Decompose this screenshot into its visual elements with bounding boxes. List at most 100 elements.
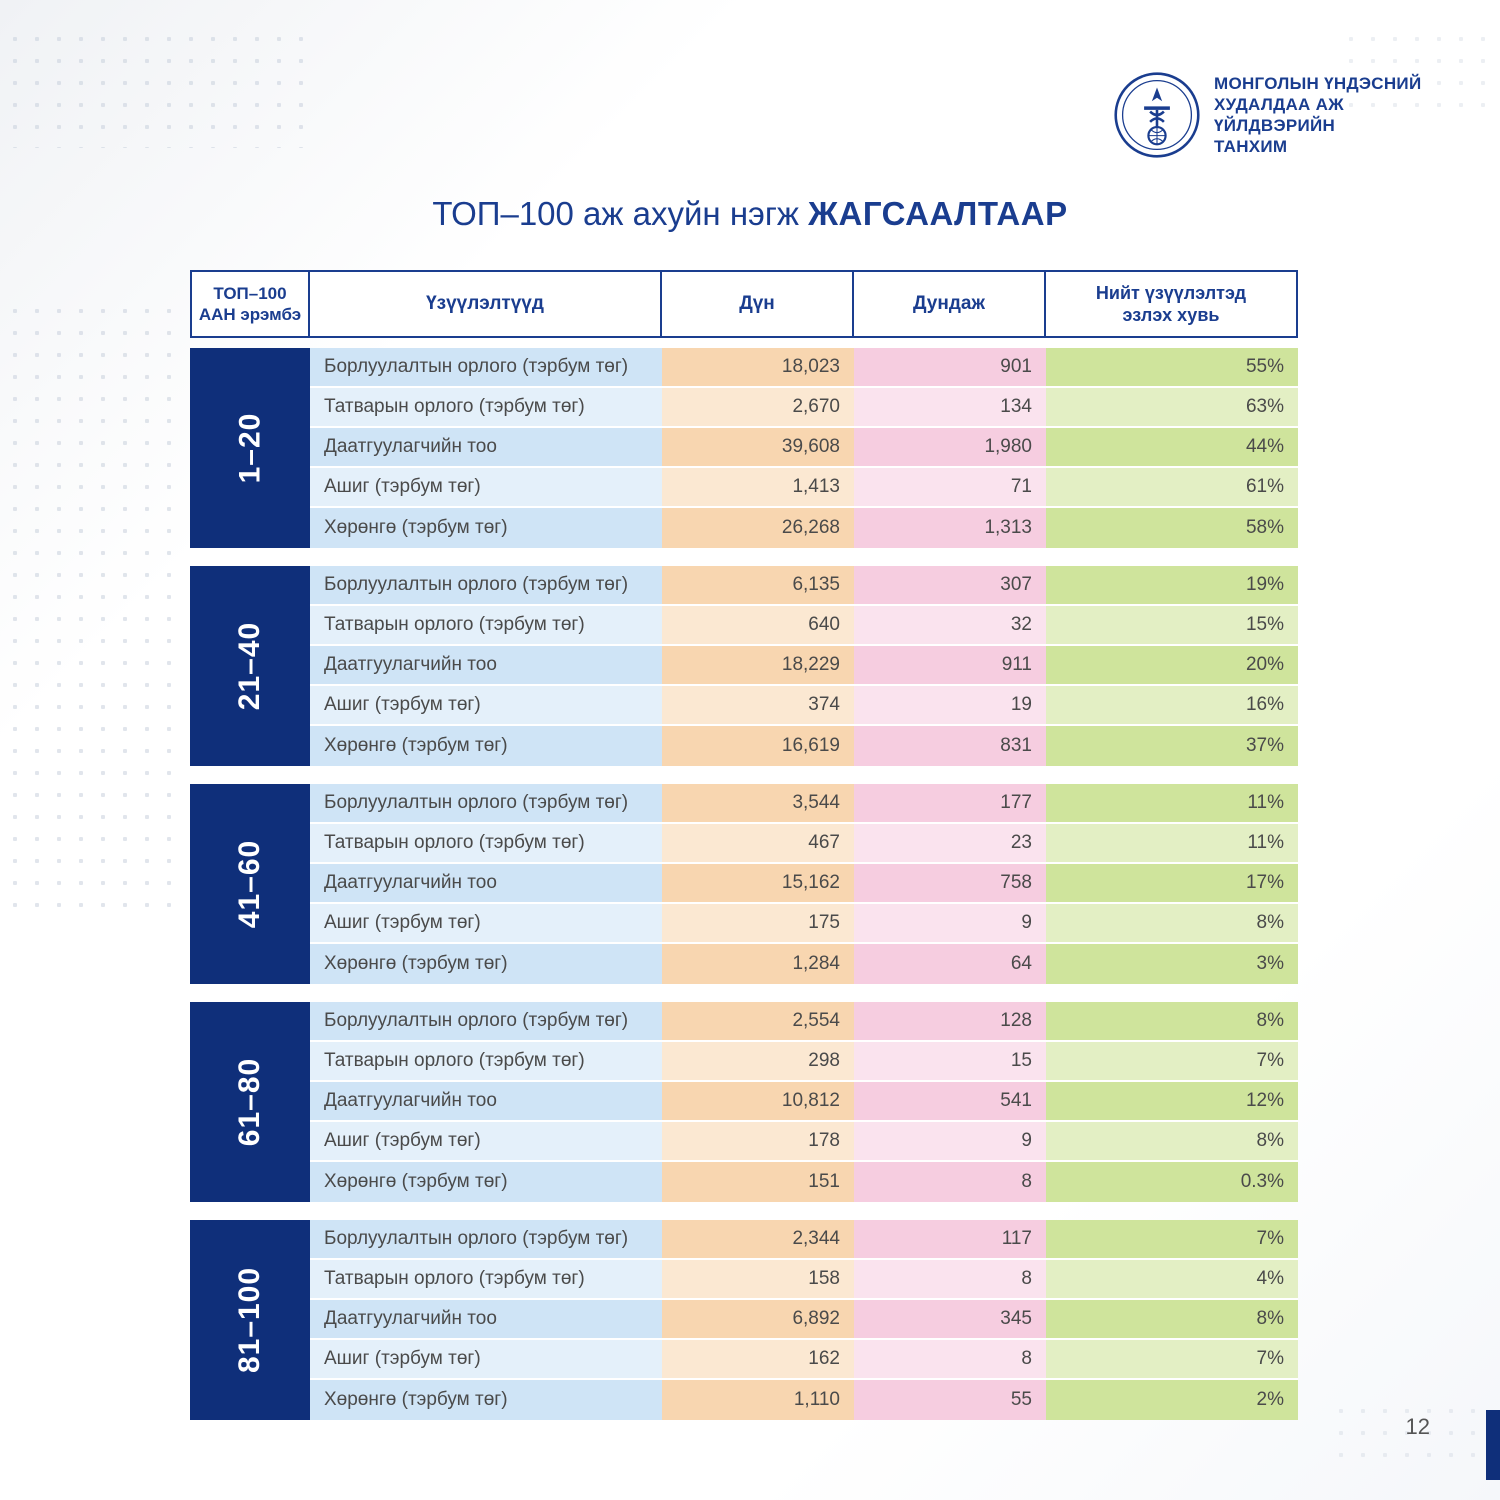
- cell-indicator: Хөрөнгө (тэрбум төг): [310, 1162, 662, 1202]
- cell-average: 19: [854, 686, 1046, 726]
- cell-percent: 8%: [1046, 1122, 1298, 1162]
- cell-value: 6,892: [662, 1300, 854, 1340]
- table-row: Хөрөнгө (тэрбум төг)16,61983137%: [310, 726, 1298, 766]
- cell-indicator: Ашиг (тэрбум төг): [310, 468, 662, 508]
- cell-indicator: Хөрөнгө (тэрбум төг): [310, 1380, 662, 1420]
- cell-value: 1,110: [662, 1380, 854, 1420]
- cell-percent: 7%: [1046, 1220, 1298, 1260]
- accent-bar: [1486, 1410, 1500, 1480]
- table-row: Татварын орлого (тэрбум төг)6403215%: [310, 606, 1298, 646]
- cell-percent: 8%: [1046, 904, 1298, 944]
- page-title: ТОП–100 аж ахуйн нэгж ЖАГСААЛТААР: [0, 195, 1500, 233]
- cell-indicator: Даатгуулагчийн тоо: [310, 646, 662, 686]
- group-rows: Борлуулалтын орлого (тэрбум төг)2,344117…: [310, 1220, 1298, 1420]
- cell-average: 134: [854, 388, 1046, 428]
- cell-average: 8: [854, 1162, 1046, 1202]
- cell-indicator: Ашиг (тэрбум төг): [310, 1122, 662, 1162]
- cell-percent: 8%: [1046, 1300, 1298, 1340]
- rank-group: 61–80Борлуулалтын орлого (тэрбум төг)2,5…: [190, 1002, 1298, 1202]
- cell-indicator: Даатгуулагчийн тоо: [310, 1300, 662, 1340]
- cell-percent: 37%: [1046, 726, 1298, 766]
- table-row: Ашиг (тэрбум төг)17898%: [310, 1122, 1298, 1162]
- cell-average: 177: [854, 784, 1046, 824]
- cell-indicator: Татварын орлого (тэрбум төг): [310, 1042, 662, 1082]
- cell-percent: 58%: [1046, 508, 1298, 548]
- cell-indicator: Борлуулалтын орлого (тэрбум төг): [310, 1220, 662, 1260]
- group-rows: Борлуулалтын орлого (тэрбум төг)6,135307…: [310, 566, 1298, 766]
- cell-value: 2,554: [662, 1002, 854, 1042]
- cell-value: 2,344: [662, 1220, 854, 1260]
- cell-value: 18,023: [662, 348, 854, 388]
- cell-indicator: Борлуулалтын орлого (тэрбум төг): [310, 1002, 662, 1042]
- cell-percent: 19%: [1046, 566, 1298, 606]
- decorative-dots: [0, 300, 180, 920]
- table-row: Даатгуулагчийн тоо10,81254112%: [310, 1082, 1298, 1122]
- table-row: Борлуулалтын орлого (тэрбум төг)3,544177…: [310, 784, 1298, 824]
- cell-percent: 7%: [1046, 1340, 1298, 1380]
- cell-value: 6,135: [662, 566, 854, 606]
- cell-average: 831: [854, 726, 1046, 766]
- cell-percent: 4%: [1046, 1260, 1298, 1300]
- cell-value: 640: [662, 606, 854, 646]
- cell-percent: 12%: [1046, 1082, 1298, 1122]
- table-row: Ашиг (тэрбум төг)17598%: [310, 904, 1298, 944]
- cell-percent: 63%: [1046, 388, 1298, 428]
- cell-average: 117: [854, 1220, 1046, 1260]
- cell-value: 39,608: [662, 428, 854, 468]
- cell-percent: 3%: [1046, 944, 1298, 984]
- rank-label: 81–100: [190, 1220, 310, 1420]
- cell-percent: 2%: [1046, 1380, 1298, 1420]
- cell-average: 55: [854, 1380, 1046, 1420]
- rank-group: 1–20Борлуулалтын орлого (тэрбум төг)18,0…: [190, 348, 1298, 548]
- col-average: Дундаж: [854, 270, 1046, 338]
- cell-indicator: Татварын орлого (тэрбум төг): [310, 388, 662, 428]
- cell-average: 901: [854, 348, 1046, 388]
- rank-group: 21–40Борлуулалтын орлого (тэрбум төг)6,1…: [190, 566, 1298, 766]
- cell-average: 15: [854, 1042, 1046, 1082]
- cell-percent: 7%: [1046, 1042, 1298, 1082]
- cell-indicator: Хөрөнгө (тэрбум төг): [310, 508, 662, 548]
- title-bold: ЖАГСААЛТААР: [808, 195, 1067, 232]
- cell-indicator: Хөрөнгө (тэрбум төг): [310, 726, 662, 766]
- cell-average: 1,980: [854, 428, 1046, 468]
- cell-value: 2,670: [662, 388, 854, 428]
- org-logo-icon: [1114, 72, 1200, 158]
- cell-average: 1,313: [854, 508, 1046, 548]
- cell-average: 758: [854, 864, 1046, 904]
- cell-value: 15,162: [662, 864, 854, 904]
- cell-value: 1,413: [662, 468, 854, 508]
- table-row: Даатгуулагчийн тоо6,8923458%: [310, 1300, 1298, 1340]
- cell-percent: 0.3%: [1046, 1162, 1298, 1202]
- cell-indicator: Борлуулалтын орлого (тэрбум төг): [310, 566, 662, 606]
- table-header: ТОП–100ААН эрэмбэ Үзүүлэлтүүд Дүн Дундаж…: [190, 270, 1298, 338]
- cell-indicator: Хөрөнгө (тэрбум төг): [310, 944, 662, 984]
- cell-average: 8: [854, 1340, 1046, 1380]
- cell-value: 10,812: [662, 1082, 854, 1122]
- group-rows: Борлуулалтын орлого (тэрбум төг)18,02390…: [310, 348, 1298, 548]
- group-rows: Борлуулалтын орлого (тэрбум төг)2,554128…: [310, 1002, 1298, 1202]
- table-row: Ашиг (тэрбум төг)3741916%: [310, 686, 1298, 726]
- cell-indicator: Ашиг (тэрбум төг): [310, 686, 662, 726]
- cell-value: 374: [662, 686, 854, 726]
- table-row: Борлуулалтын орлого (тэрбум төг)2,344117…: [310, 1220, 1298, 1260]
- table-row: Ашиг (тэрбум төг)1,4137161%: [310, 468, 1298, 508]
- cell-percent: 8%: [1046, 1002, 1298, 1042]
- cell-value: 178: [662, 1122, 854, 1162]
- cell-value: 467: [662, 824, 854, 864]
- cell-average: 345: [854, 1300, 1046, 1340]
- cell-indicator: Даатгуулагчийн тоо: [310, 1082, 662, 1122]
- cell-average: 64: [854, 944, 1046, 984]
- table-row: Хөрөнгө (тэрбум төг)1,284643%: [310, 944, 1298, 984]
- table-row: Борлуулалтын орлого (тэрбум төг)2,554128…: [310, 1002, 1298, 1042]
- rank-label: 1–20: [190, 348, 310, 548]
- cell-indicator: Ашиг (тэрбум төг): [310, 904, 662, 944]
- col-percent: Нийт үзүүлэлтэдэзлэх хувь: [1046, 270, 1298, 338]
- cell-average: 9: [854, 1122, 1046, 1162]
- table-row: Борлуулалтын орлого (тэрбум төг)18,02390…: [310, 348, 1298, 388]
- title-thin: ТОП–100 аж ахуйн нэгж: [432, 195, 808, 232]
- cell-value: 1,284: [662, 944, 854, 984]
- cell-percent: 16%: [1046, 686, 1298, 726]
- cell-percent: 11%: [1046, 824, 1298, 864]
- rank-label: 21–40: [190, 566, 310, 766]
- table-row: Татварын орлого (тэрбум төг)4672311%: [310, 824, 1298, 864]
